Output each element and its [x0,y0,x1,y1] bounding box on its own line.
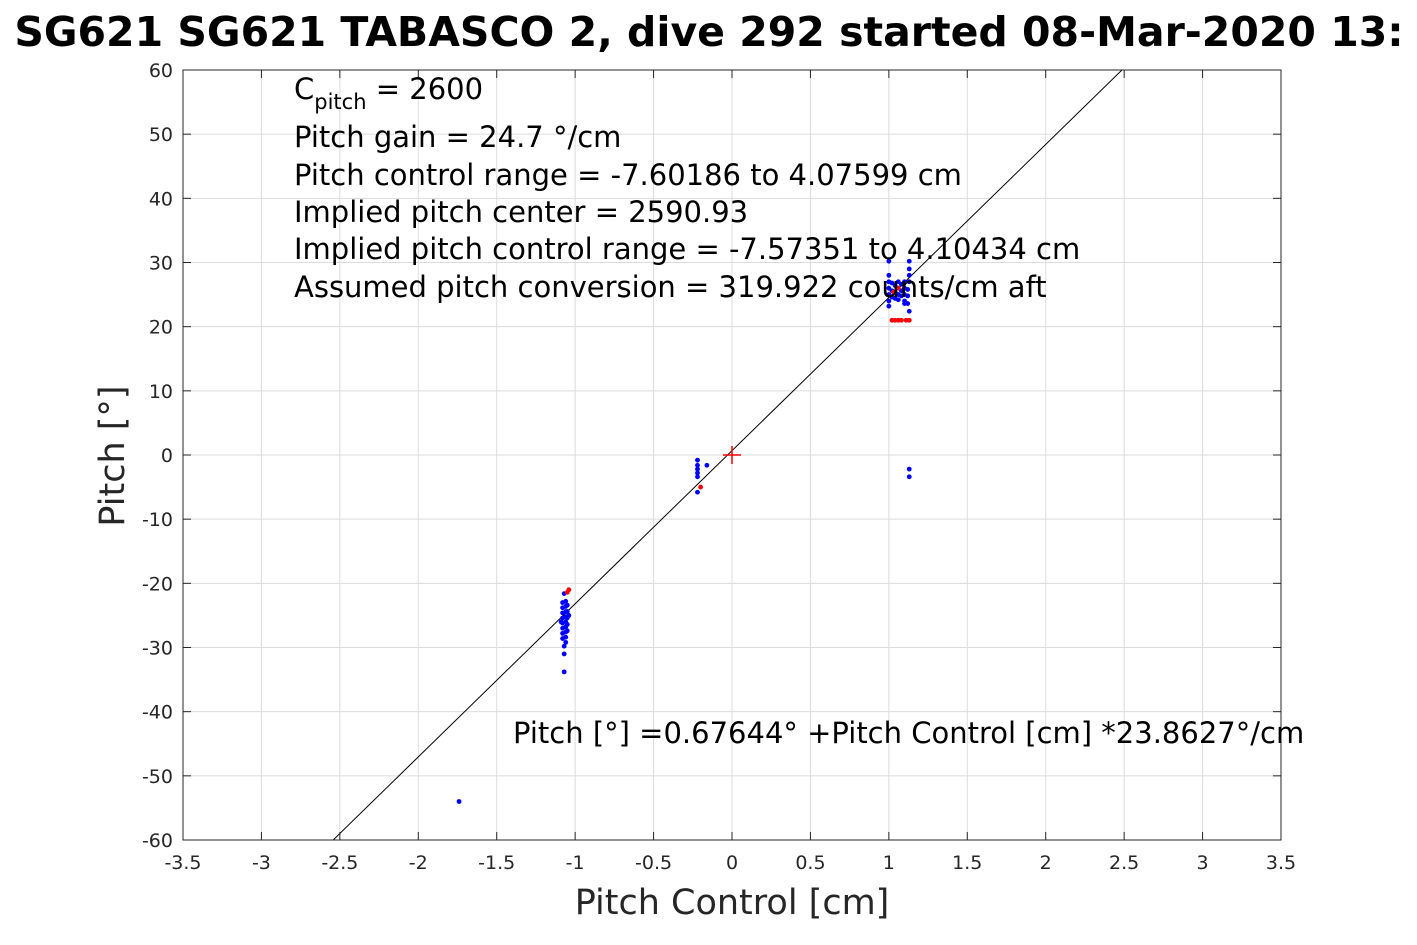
data-point [886,303,892,309]
data-point [695,474,700,480]
data-point [564,609,570,614]
x-tick-label: 2 [1040,852,1052,874]
data-point [695,462,700,468]
y-tick-label: 10 [149,381,173,403]
data-point [564,628,570,634]
data-points [456,258,912,804]
x-axis-label: Pitch Control [cm] [575,883,890,923]
y-tick-label: 0 [161,445,173,467]
x-tick-label: -2.5 [321,852,358,874]
y-tick-label: 40 [149,188,173,210]
data-point [563,598,569,604]
annotation-c-pitch: Cpitch = 2600 [294,72,483,114]
y-axis-label: Pitch [°] [93,385,133,526]
x-tick-label: 1 [883,852,895,874]
chart-title: SG621 SG621 TABASCO 2, dive 292 started … [14,8,1403,56]
data-point [563,639,569,645]
data-point [906,272,912,278]
data-point [561,643,567,649]
y-tick-label: 20 [149,317,173,339]
annotation-fit-equation: Pitch [°] =0.67644° +Pitch Control [cm] … [513,716,1304,750]
x-tick-label: 3.5 [1266,852,1296,874]
data-point [704,462,710,468]
data-point [698,484,704,490]
y-tick-label: -60 [142,830,173,852]
x-tick-label: -1.5 [478,852,515,874]
data-point [558,619,564,625]
data-point [906,474,912,480]
data-point [886,258,892,264]
data-point [895,297,901,303]
c-pitch-subscript: pitch [314,90,366,114]
x-tick-label: 0 [726,852,738,874]
data-point [906,308,912,314]
y-tick-label: -20 [142,573,173,595]
x-tick-label: -1 [566,852,585,874]
x-tick-label: 3 [1197,852,1209,874]
data-point [563,634,569,640]
y-tick-label: -30 [142,638,173,660]
x-tick-label: -2 [409,852,428,874]
x-tick-label: -0.5 [635,852,672,874]
annotation-assumed-pitch-conversion: Assumed pitch conversion = 319.922 count… [294,270,1047,304]
x-tick-label: -3 [252,852,271,874]
data-point [891,289,896,295]
y-tick-label: 60 [149,60,173,82]
data-point [906,317,912,323]
data-point [905,287,911,292]
data-point [564,602,570,608]
data-point [906,258,912,264]
data-point [902,279,907,285]
data-point [905,301,911,306]
y-tick-label: 30 [149,253,173,275]
c-pitch-value: = 2600 [367,72,484,106]
data-point [561,651,567,657]
data-point [906,279,912,285]
center-marker [723,446,741,464]
data-point [905,293,911,299]
data-point [895,285,901,291]
data-point [886,272,892,278]
y-tick-labels: 60 50 40 30 20 10 0 -10 -20 -30 -40 -50 -60 [142,60,173,852]
y-tick-label: -40 [142,702,173,724]
data-point [564,622,570,627]
data-point [564,589,570,595]
axis-ticks [182,69,1282,841]
y-tick-label: -10 [142,509,173,531]
data-point [695,466,700,472]
x-tick-label: 1.5 [952,852,982,874]
data-point [456,799,462,804]
x-tick-label: 2.5 [1109,852,1139,874]
data-point [695,489,700,495]
data-point [695,457,700,463]
data-point [566,613,572,618]
data-point [906,266,912,272]
data-point [886,298,892,304]
x-tick-label: -3.5 [164,852,201,874]
data-point [906,466,912,472]
annotation-implied-pitch-center: Implied pitch center = 2590.93 [294,195,748,229]
data-point [561,669,567,675]
annotation-pitch-gain: Pitch gain = 24.7 °/cm [294,120,621,154]
data-point [899,317,904,323]
c-pitch-prefix: C [294,72,314,106]
annotation-pitch-control-range: Pitch control range = -7.60186 to 4.0759… [294,158,962,192]
y-tick-label: -50 [142,766,173,788]
annotation-implied-pitch-control-range: Implied pitch control range = -7.57351 t… [294,232,1080,266]
y-tick-label: 50 [149,124,173,146]
x-tick-labels: -3.5 -3 -2.5 -2 -1.5 -1 -0.5 0 0.5 1 1.5 2 2.5 3 3.5 [164,852,1296,874]
x-tick-label: 0.5 [795,852,825,874]
data-point [695,470,700,476]
